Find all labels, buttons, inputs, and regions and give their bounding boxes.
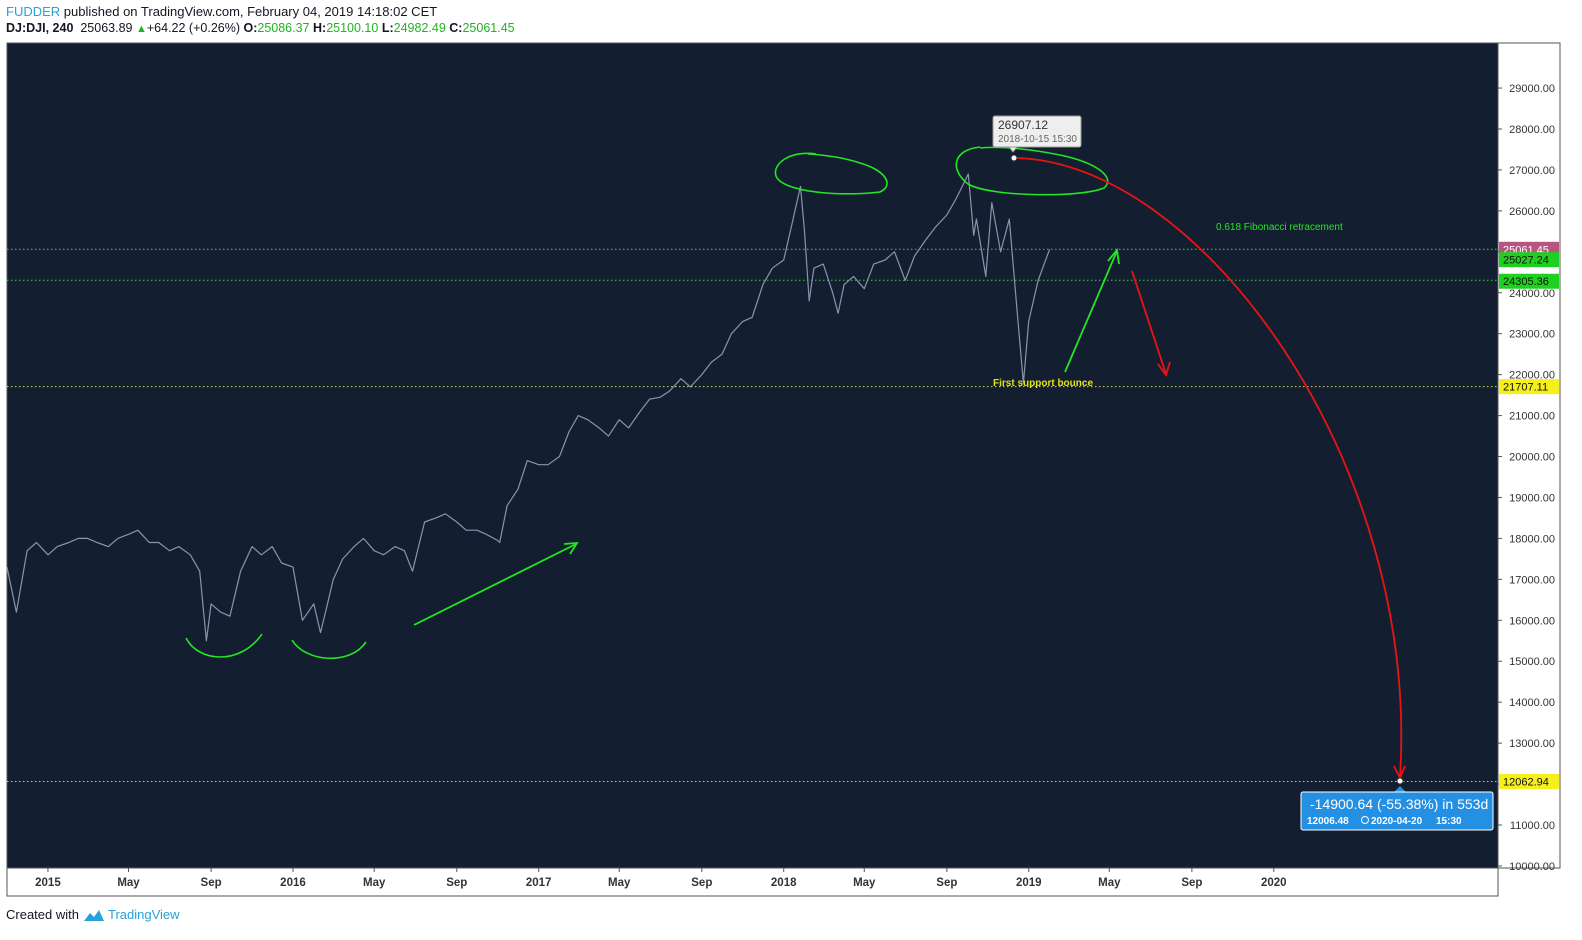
x-tick-label: Sep [446, 877, 467, 889]
x-tick-label: Sep [936, 877, 957, 889]
close-value: 25061.45 [462, 21, 515, 35]
y-tick-label: 17000.00 [1509, 574, 1555, 586]
price-level-label: 25061.45 [1503, 244, 1549, 256]
plot-frame [6, 42, 1499, 869]
footer: Created with TradingView [6, 907, 180, 922]
ohlc-legend: DJ:DJI, 240 25063.89 ▲+64.22 (+0.26%) O:… [6, 21, 515, 35]
projection-arc [1015, 157, 1403, 777]
up-triangle-icon: ▲ [135, 23, 147, 35]
measure-date-text: 2020-04-20 [1371, 816, 1423, 827]
x-tick-label: Sep [691, 877, 712, 889]
x-tick-label: 2017 [526, 877, 552, 889]
bounce-arrow-head [1107, 247, 1120, 265]
low-value: 24982.49 [393, 21, 446, 35]
support-annotation: First support bounce [993, 378, 1093, 389]
price-change: +64.22 (+0.26%) [146, 21, 240, 35]
y-tick-label: 23000.00 [1509, 329, 1555, 341]
x-tick-label: Sep [1181, 877, 1202, 889]
y-tick-label: 27000.00 [1509, 165, 1555, 177]
y-tick-label: 16000.00 [1509, 615, 1555, 627]
bounce-arrow-line [1064, 250, 1118, 373]
price-level-label: 12062.94 [1503, 776, 1549, 788]
created-with-text: Created with [6, 907, 79, 922]
x-tick-label: 2018 [771, 877, 797, 889]
publish-info: FUDDER published on TradingView.com, Feb… [6, 4, 437, 19]
price-level-label: 25027.24 [1503, 255, 1549, 267]
x-tick-label: 2019 [1016, 877, 1042, 889]
peak-point-marker [1010, 154, 1018, 162]
symbol-label: DJ:DJI, 240 [6, 21, 74, 35]
price-axis-panel [1497, 42, 1561, 869]
peak-ellipse-left [774, 152, 888, 195]
price-chart[interactable]: 29000.0028000.0027000.0026000.0025000.00… [0, 42, 1582, 897]
cup-shape-right [291, 639, 367, 660]
time-axis-panel [6, 867, 1499, 897]
x-tick-label: May [117, 877, 140, 889]
y-tick-label: 24000.00 [1509, 288, 1555, 300]
peak-tooltip-time: 2018-10-15 15:30 [998, 134, 1077, 145]
price-level-label-bg [1499, 273, 1559, 289]
peak-ellipse-right [955, 146, 1109, 196]
price-level-label-bg [1499, 773, 1559, 789]
y-tick-label: 11000.00 [1510, 820, 1555, 832]
y-tick-label: 29000.00 [1509, 83, 1555, 95]
measure-end-marker [1396, 777, 1404, 785]
tradingview-link[interactable]: TradingView [107, 907, 180, 922]
drop-arrow-line [1131, 270, 1167, 375]
x-tick-label: 2016 [280, 877, 306, 889]
x-tick-label: May [363, 877, 386, 889]
tradingview-logo-icon [83, 909, 104, 921]
measure-change-text: -14900.64 (-55.38%) in 553d [1310, 796, 1488, 812]
trend-arrow-line [413, 543, 577, 626]
measure-box-pointer [1394, 786, 1406, 792]
measure-box [1300, 791, 1494, 831]
clock-icon [1361, 816, 1369, 824]
last-price: 25063.89 [80, 21, 133, 35]
x-tick-label: Sep [201, 877, 222, 889]
trend-arrow-head [563, 541, 579, 555]
price-level-label: 21707.11 [1503, 382, 1548, 394]
author-link[interactable]: FUDDER [6, 4, 61, 19]
price-level-label: 24305.36 [1503, 276, 1549, 288]
open-value: 25086.37 [257, 21, 310, 35]
y-tick-label: 13000.00 [1509, 738, 1555, 750]
x-tick-label: 2020 [1261, 877, 1287, 889]
open-label: O: [243, 21, 258, 35]
low-label: L: [381, 21, 394, 35]
x-tick-label: May [1098, 877, 1121, 889]
high-value: 25100.10 [326, 21, 379, 35]
x-tick-label: May [853, 877, 876, 889]
drop-arrow-head [1157, 361, 1171, 377]
price-level-label-bg [1499, 379, 1559, 395]
close-label: C: [449, 21, 463, 35]
y-tick-label: 10000.00 [1509, 861, 1555, 873]
price-line [6, 173, 1051, 642]
y-tick-label: 14000.00 [1509, 697, 1555, 709]
y-tick-label: 15000.00 [1509, 656, 1555, 668]
fibonacci-annotation: 0.618 Fibonacci retracement [1216, 222, 1343, 233]
plot-background [7, 43, 1498, 868]
y-tick-label: 20000.00 [1509, 452, 1555, 464]
high-label: H: [313, 21, 327, 35]
x-tick-label: May [608, 877, 631, 889]
y-tick-label: 22000.00 [1509, 370, 1555, 382]
y-tick-label: 26000.00 [1509, 206, 1555, 218]
y-tick-label: 19000.00 [1509, 492, 1555, 504]
peak-tooltip-box [992, 115, 1082, 148]
peak-tooltip-pointer [1007, 146, 1019, 153]
y-tick-label: 21000.00 [1509, 411, 1555, 423]
peak-tooltip-value: 26907.12 [998, 118, 1048, 132]
measure-time-text: 15:30 [1436, 816, 1462, 827]
cup-shape-left [185, 633, 263, 658]
measure-price-text: 12006.48 [1307, 816, 1349, 827]
publish-text: published on TradingView.com, February 0… [63, 4, 438, 19]
y-tick-label: 28000.00 [1509, 124, 1555, 136]
y-tick-label: 18000.00 [1509, 533, 1555, 545]
x-tick-label: 2015 [35, 877, 61, 889]
price-level-label-bg [1499, 252, 1559, 268]
